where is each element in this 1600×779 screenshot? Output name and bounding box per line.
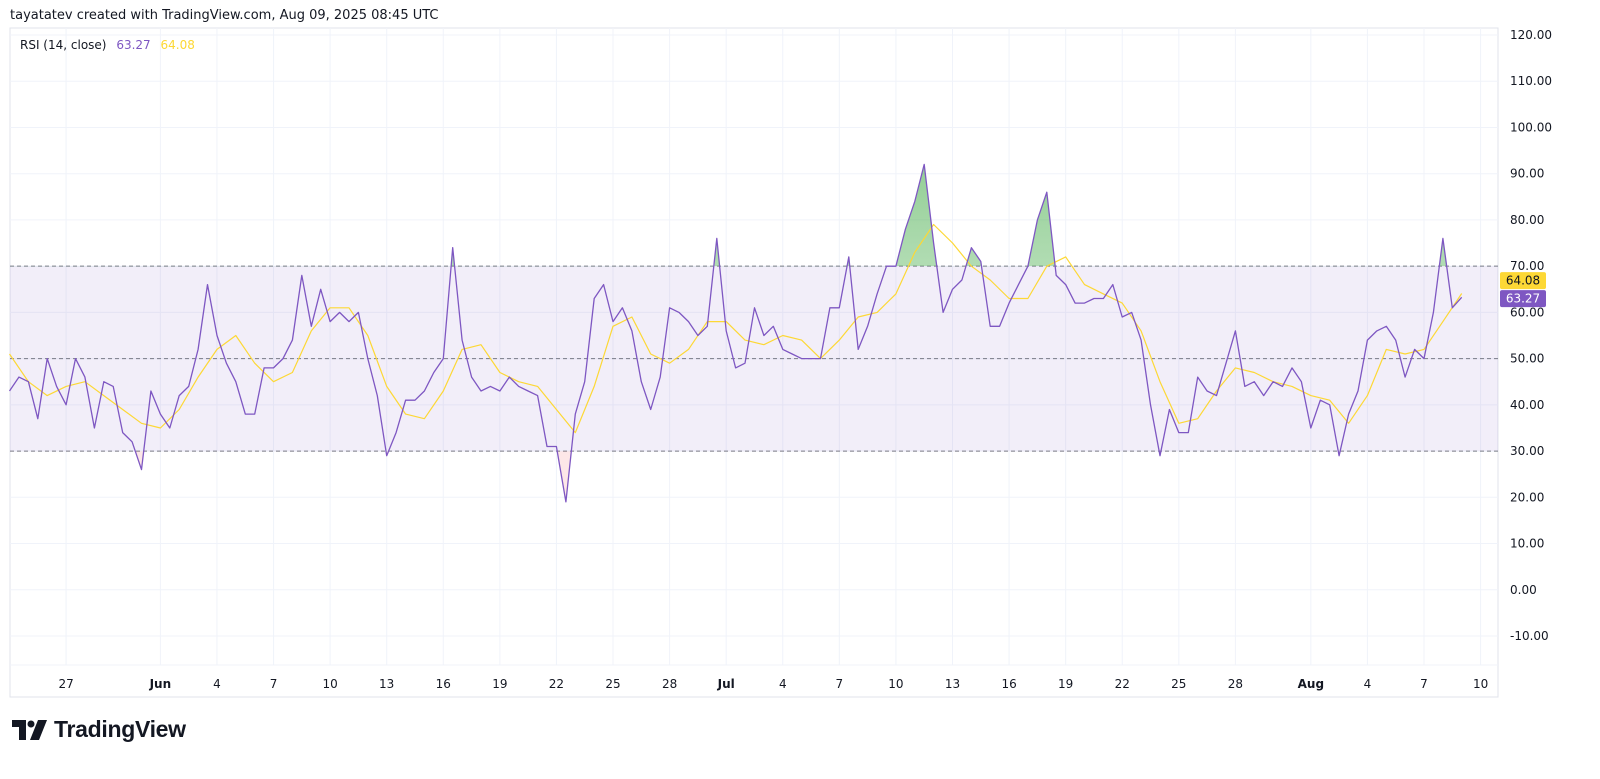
chart-credit: tayatatev created with TradingView.com, …: [10, 8, 439, 23]
x-tick-label: 10: [888, 677, 903, 691]
x-tick-label: 25: [1171, 677, 1186, 691]
x-tick-label: 13: [945, 677, 960, 691]
x-tick-label: 16: [1001, 677, 1016, 691]
y-tick-label: 20.00: [1510, 490, 1544, 504]
x-tick-label: 13: [379, 677, 394, 691]
y-tick-label: 90.00: [1510, 167, 1544, 181]
x-tick-label: Aug: [1298, 677, 1324, 691]
x-tick-label: 4: [779, 677, 787, 691]
x-tick-label: 27: [58, 677, 73, 691]
x-tick-label: 28: [1228, 677, 1243, 691]
x-tick-label: 28: [662, 677, 677, 691]
y-tick-label: 60.00: [1510, 305, 1544, 319]
x-tick-label: 10: [1473, 677, 1488, 691]
legend-rsi-value: 63.27: [116, 38, 151, 52]
y-tick-label: 110.00: [1510, 74, 1552, 88]
rsi-last-value-tag: [1500, 290, 1546, 308]
x-tick-label: 16: [436, 677, 451, 691]
tradingview-logo[interactable]: TradingView: [12, 716, 186, 743]
x-tick-label: 10: [322, 677, 337, 691]
y-tick-label: 70.00: [1510, 259, 1544, 273]
y-tick-label: 30.00: [1510, 444, 1544, 458]
y-tick-label: 40.00: [1510, 398, 1544, 412]
legend-title: RSI (14, close): [20, 38, 107, 52]
tradingview-wordmark: TradingView: [54, 716, 186, 742]
x-tick-label: 25: [605, 677, 620, 691]
x-tick-label: 4: [1364, 677, 1372, 691]
x-tick-label: 7: [270, 677, 278, 691]
x-tick-label: 19: [492, 677, 507, 691]
x-tick-label: 19: [1058, 677, 1073, 691]
y-tick-label: 80.00: [1510, 213, 1544, 227]
y-tick-label: 10.00: [1510, 537, 1544, 551]
rsi-last-value-tag-text: 63.27: [1506, 292, 1540, 306]
y-tick-label: 120.00: [1510, 28, 1552, 42]
y-tick-label: 100.00: [1510, 120, 1552, 134]
y-tick-label: 50.00: [1510, 352, 1544, 366]
legend-ma-value: 64.08: [160, 38, 195, 52]
indicator-legend[interactable]: RSI (14, close) 63.27 64.08: [20, 38, 201, 52]
x-tick-label: 22: [1115, 677, 1130, 691]
x-tick-label: 7: [836, 677, 844, 691]
x-tick-label: 7: [1420, 677, 1428, 691]
x-tick-label: Jun: [149, 677, 172, 691]
x-tick-label: 22: [549, 677, 564, 691]
tradingview-logo-icon: [12, 719, 47, 740]
x-tick-label: Jul: [717, 677, 735, 691]
rsi-line: [8, 163, 1463, 503]
ma-last-value-tag: [1500, 272, 1546, 290]
y-tick-label: 0.00: [1510, 583, 1537, 597]
y-tick-label: -10.00: [1510, 629, 1549, 643]
x-tick-label: 4: [213, 677, 221, 691]
ma-last-value-tag-text: 64.08: [1506, 274, 1540, 288]
